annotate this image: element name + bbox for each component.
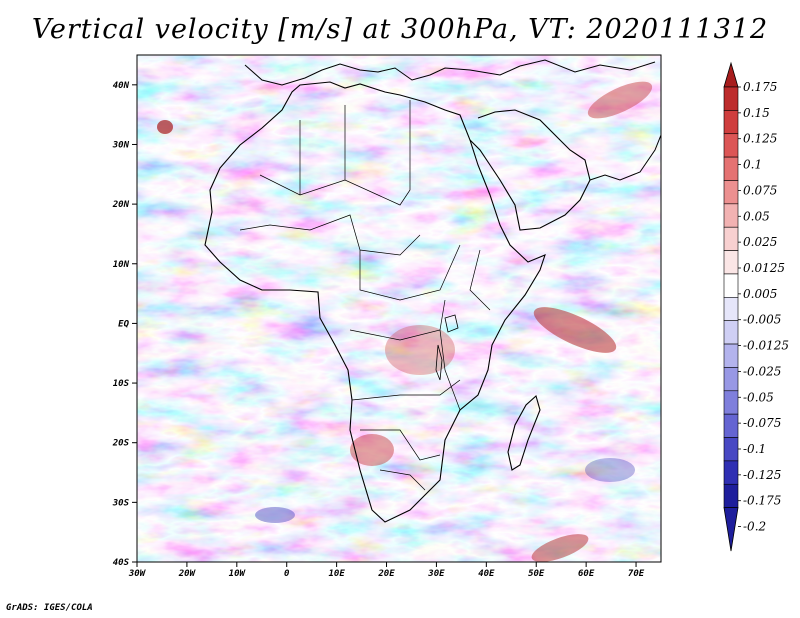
colorbar-swatch [723,320,739,345]
y-tick-label: 30S [112,498,130,508]
asia-coastline [519,59,661,181]
colorbar-swatch [723,250,739,275]
lake-tanganyika [435,344,443,381]
x-tick-label: 30E [427,569,445,579]
colorbar-swatch [723,156,739,181]
africa-coastline [204,81,546,523]
country-borders [239,100,491,491]
map-frame [136,54,662,563]
colorbar-label: 0.1 [743,158,762,172]
colorbar-swatch [723,367,739,392]
colorbar-label: -0.025 [743,364,781,378]
colorbar-label: 0.175 [743,80,777,94]
y-tick-label: 10N [113,260,130,270]
ascent-patch [533,307,617,353]
colorbar-label: -0.05 [743,390,774,404]
descent-patch [585,458,635,482]
colorbar-label: -0.2 [743,520,766,534]
colorbar-label: -0.005 [743,313,781,327]
colorbar-swatch [723,273,739,298]
x-tick-label: 70E [628,569,645,579]
colorbar-swatch [723,110,739,135]
colorbar-swatch [723,297,739,321]
colorbar-swatch [723,343,739,368]
y-tick-label: 20N [112,200,130,210]
colorbar-swatch [723,460,739,485]
x-tick-label: 10W [229,569,247,579]
colorbar-bottom-arrow [723,507,739,552]
colorbar-swatch [723,203,739,228]
velocity-field [137,55,661,562]
colorbar-label: -0.1 [743,442,766,456]
colorbar-label: 0.0125 [743,261,785,275]
colorbar-swatch [723,390,739,415]
colorbar-top-arrow [723,61,739,88]
colorbar-label: -0.125 [743,468,781,482]
colorbar-label: 0.075 [743,183,777,197]
ascent-patch [531,534,589,562]
x-tick-label: 50E [528,569,545,579]
colorbar-label: -0.175 [743,494,781,508]
y-tick-label: EQ [118,319,129,329]
colorbar: 0.175 0.15 0.125 0.1 0.075 0.05 0.025 0.0125 0.0… [723,61,789,552]
colorbar-label: 0.15 [743,106,770,120]
europe-coastline [244,63,521,86]
x-tick-label: 10E [328,569,345,579]
madagascar-coastline [507,395,541,471]
colorbar-label: -0.075 [743,416,781,430]
colorbar-swatch [723,437,739,462]
ascent-patch [157,120,173,134]
arabia-coastline [469,109,591,231]
x-tick-label: 40E [478,569,495,579]
ascent-patch [587,81,653,119]
colorbar-swatch [723,226,739,251]
x-tick-label: 30W [128,569,147,579]
chart-title: Vertical velocity [m/s] at 300hPa, VT: 2… [31,14,769,45]
ascent-patch [385,325,455,375]
y-tick-label: 30N [112,140,130,150]
x-tick-label: 60E [578,569,595,579]
y-tick-label: 20S [112,439,130,449]
colorbar-label: -0.0125 [743,339,789,353]
colorbar-swatch [723,86,739,111]
grads-credit: GrADS: IGES/COLA [6,603,93,613]
y-tick-label: 40N [113,81,130,91]
colorbar-label: 0.05 [743,209,770,223]
descent-patch [255,507,295,523]
lake-victoria [444,314,459,333]
colorbar-label: 0.125 [743,132,777,146]
colorbar-swatch [723,483,739,508]
colorbar-swatch [723,413,739,438]
x-tick-label: 0 [284,569,290,579]
colorbar-label: 0.025 [743,235,777,249]
y-tick-label: 10S [113,379,130,389]
x-tick-label: 20W [178,569,197,579]
colorbar-swatch [723,133,739,158]
colorbar-label: 0.005 [743,287,777,301]
x-tick-label: 20E [377,569,395,579]
colorbar-swatch [723,180,739,205]
ascent-patch [350,434,394,466]
y-tick-label: 40S [113,558,130,568]
